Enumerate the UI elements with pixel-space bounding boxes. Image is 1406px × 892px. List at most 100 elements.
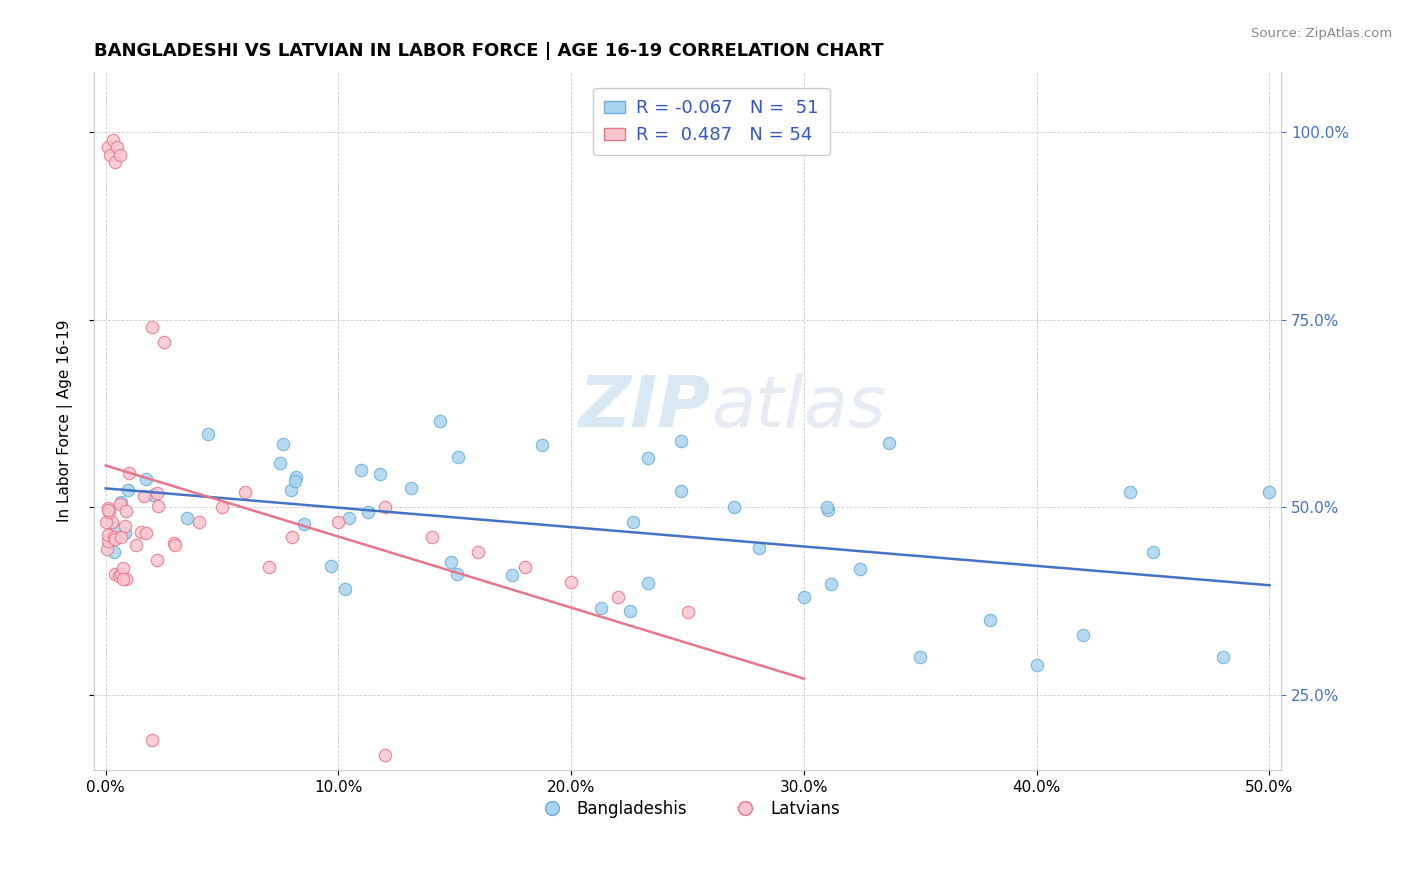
Point	[350, 463, 373, 477]
Point	[849, 562, 872, 576]
Point	[110, 566, 132, 581]
Point	[125, 538, 148, 552]
Point	[280, 483, 302, 498]
Point	[429, 414, 451, 428]
Point	[104, 521, 127, 535]
Point	[591, 601, 613, 615]
Point	[501, 568, 523, 582]
Point	[146, 553, 169, 567]
Point	[211, 500, 233, 515]
Point	[335, 582, 357, 597]
Text: ZIP: ZIP	[579, 373, 711, 442]
Point	[117, 483, 139, 498]
Point	[105, 140, 128, 154]
Point	[100, 515, 122, 529]
Point	[723, 500, 745, 515]
Point	[676, 606, 699, 620]
Point	[748, 541, 770, 555]
Point	[292, 517, 315, 532]
Point	[337, 510, 360, 524]
Point	[420, 531, 443, 545]
Point	[560, 575, 582, 590]
Point	[96, 541, 118, 556]
Point	[269, 456, 291, 470]
Point	[141, 320, 163, 334]
Point	[146, 486, 169, 500]
Point	[103, 530, 125, 544]
Point	[148, 499, 170, 513]
Point	[108, 497, 131, 511]
Point	[467, 545, 489, 559]
Point	[817, 503, 839, 517]
Point	[108, 569, 131, 583]
Point	[94, 515, 117, 529]
Point	[399, 481, 422, 495]
Point	[513, 560, 536, 574]
Point	[1025, 658, 1047, 673]
Point	[115, 572, 138, 586]
Text: BANGLADESHI VS LATVIAN IN LABOR FORCE | AGE 16-19 CORRELATION CHART: BANGLADESHI VS LATVIAN IN LABOR FORCE | …	[94, 42, 883, 60]
Point	[101, 133, 124, 147]
Point	[374, 500, 396, 515]
Point	[1119, 485, 1142, 500]
Point	[187, 516, 209, 530]
Point	[606, 591, 628, 605]
Point	[129, 525, 152, 540]
Point	[103, 544, 125, 558]
Point	[669, 434, 692, 448]
Point	[135, 472, 157, 486]
Point	[637, 576, 659, 591]
Point	[134, 489, 156, 503]
Point	[114, 519, 136, 533]
Point	[619, 605, 641, 619]
Point	[281, 531, 304, 545]
Point	[1258, 485, 1281, 500]
Point	[820, 577, 842, 591]
Point	[98, 148, 121, 162]
Point	[104, 155, 127, 169]
Point	[97, 528, 120, 542]
Point	[1071, 628, 1094, 642]
Point	[142, 488, 165, 502]
Point	[440, 555, 463, 569]
Point	[531, 437, 554, 451]
Point	[669, 484, 692, 499]
Point	[111, 572, 134, 586]
Legend: Bangladeshis, Latvians: Bangladeshis, Latvians	[529, 793, 846, 824]
Point	[368, 467, 391, 482]
Point	[319, 558, 342, 573]
Point	[1212, 650, 1234, 665]
Point	[114, 503, 136, 517]
Point	[793, 591, 815, 605]
Point	[153, 335, 176, 350]
Point	[357, 505, 380, 519]
Point	[97, 534, 120, 549]
Point	[104, 532, 127, 546]
Point	[114, 525, 136, 540]
Point	[979, 613, 1001, 627]
Point	[98, 505, 121, 519]
Point	[97, 140, 120, 154]
Y-axis label: In Labor Force | Age 16-19: In Labor Force | Age 16-19	[58, 320, 73, 523]
Point	[110, 530, 132, 544]
Point	[97, 500, 120, 515]
Point	[374, 747, 396, 762]
Text: atlas: atlas	[711, 373, 886, 442]
Point	[134, 525, 156, 540]
Point	[284, 474, 307, 488]
Point	[879, 436, 901, 450]
Point	[97, 503, 120, 517]
Point	[446, 567, 468, 582]
Text: Source: ZipAtlas.com: Source: ZipAtlas.com	[1251, 27, 1392, 40]
Point	[162, 536, 184, 550]
Point	[111, 560, 134, 574]
Point	[141, 733, 163, 747]
Point	[447, 450, 470, 464]
Point	[285, 470, 308, 484]
Point	[257, 560, 280, 574]
Point	[621, 515, 644, 529]
Point	[637, 450, 659, 465]
Point	[108, 148, 131, 162]
Point	[815, 500, 838, 515]
Point	[1142, 545, 1164, 559]
